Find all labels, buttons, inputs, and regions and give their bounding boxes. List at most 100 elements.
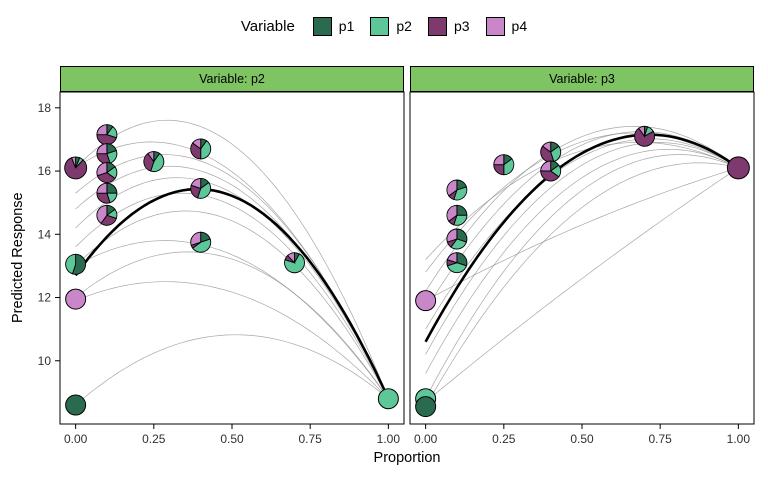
legend-item-label: p4 bbox=[511, 18, 528, 34]
effect-curve bbox=[75, 119, 389, 399]
pie-slice-p4 bbox=[191, 138, 202, 150]
pie-slice-p4 bbox=[71, 156, 77, 169]
effect-curve bbox=[425, 154, 739, 399]
pie-slice-p4 bbox=[493, 154, 505, 166]
pie-slice-p4 bbox=[190, 177, 202, 190]
legend-item-p2: p2 bbox=[370, 16, 412, 36]
y-tick-label: 12 bbox=[38, 291, 52, 305]
pie-slice-p1 bbox=[65, 394, 87, 416]
x-tick-label: 1.00 bbox=[377, 432, 401, 446]
legend-item-label: p1 bbox=[338, 18, 355, 34]
pie-slice-p4 bbox=[638, 125, 645, 138]
pie-point bbox=[96, 143, 118, 165]
pie-point bbox=[143, 151, 165, 173]
effect-curve bbox=[425, 141, 739, 260]
pie-slice-p3 bbox=[726, 156, 750, 180]
x-tick-label: 0.75 bbox=[299, 432, 323, 446]
pie-slice-p4 bbox=[446, 252, 458, 264]
effect-curve bbox=[425, 148, 739, 374]
legend-swatch-p1 bbox=[312, 16, 332, 36]
pie-point bbox=[190, 231, 212, 253]
effect-curve bbox=[75, 281, 389, 399]
legend-title: Variable bbox=[240, 17, 295, 35]
legend-item-p4: p4 bbox=[485, 16, 528, 36]
legend-item-p3: p3 bbox=[427, 16, 470, 36]
effect-curve bbox=[75, 177, 389, 399]
pie-slice-p4 bbox=[446, 179, 458, 197]
legend-swatch-p2 bbox=[370, 16, 390, 36]
pie-slice-p4 bbox=[96, 124, 108, 136]
pie-point bbox=[190, 138, 212, 160]
effect-curve bbox=[75, 210, 389, 399]
pie-slice-p4 bbox=[96, 143, 108, 155]
pie-point bbox=[726, 156, 750, 180]
pie-slice-p2 bbox=[65, 253, 77, 275]
legend-swatch-p3 bbox=[427, 16, 447, 36]
pie-point bbox=[96, 182, 118, 204]
pie-point bbox=[65, 288, 87, 310]
legend-item-p1: p1 bbox=[312, 16, 355, 36]
pie-slice-p2 bbox=[191, 238, 212, 253]
pie-slice-p4 bbox=[540, 160, 552, 172]
pie-slice-p2 bbox=[200, 140, 212, 160]
pie-slice-p4 bbox=[541, 141, 552, 153]
x-tick-label: 0.00 bbox=[64, 432, 88, 446]
x-axis-title: Proportion bbox=[373, 450, 441, 466]
x-tick-label: 0.00 bbox=[414, 432, 438, 446]
pie-slice-p3 bbox=[64, 157, 88, 180]
effect-curve bbox=[75, 251, 389, 399]
pie-point bbox=[415, 396, 437, 418]
pie-point bbox=[540, 141, 562, 163]
pie-slice-p4 bbox=[96, 182, 108, 194]
effect-curve bbox=[425, 138, 739, 330]
pie-slice-p2 bbox=[446, 262, 467, 274]
x-tick-label: 0.75 bbox=[649, 432, 673, 446]
effect-curve bbox=[425, 126, 739, 292]
pie-point bbox=[493, 154, 515, 176]
pie-point bbox=[446, 204, 468, 226]
pie-point bbox=[446, 252, 468, 274]
pie-slice-p3 bbox=[540, 170, 560, 182]
effect-curve bbox=[425, 162, 739, 407]
x-tick-label: 0.50 bbox=[570, 432, 594, 446]
pie-slice-p4 bbox=[65, 288, 87, 310]
pie-slice-p4 bbox=[415, 290, 437, 312]
pie-point bbox=[284, 252, 305, 274]
effect-curve bbox=[425, 142, 739, 355]
pie-point bbox=[540, 160, 562, 182]
pie-point bbox=[415, 290, 437, 312]
effect-curve bbox=[425, 167, 739, 302]
pie-slice-p4 bbox=[190, 231, 202, 246]
pie-slice-p2 bbox=[150, 152, 165, 173]
mean-effect-curve bbox=[424, 133, 740, 343]
legend-items: p1 p2 p3 p4 bbox=[312, 16, 528, 36]
pie-point bbox=[65, 394, 87, 416]
y-tick-label: 16 bbox=[38, 164, 52, 178]
pie-point bbox=[190, 177, 212, 199]
y-tick-label: 18 bbox=[38, 101, 52, 115]
pie-slice-p2 bbox=[377, 388, 399, 410]
legend-item-label: p2 bbox=[396, 18, 412, 34]
legend-swatch-p4 bbox=[485, 16, 505, 36]
effect-curve bbox=[425, 167, 739, 403]
x-tick-label: 0.50 bbox=[220, 432, 244, 446]
y-tick-label: 10 bbox=[38, 354, 52, 368]
x-tick-label: 0.25 bbox=[142, 432, 166, 446]
pie-point bbox=[634, 125, 656, 147]
pie-point bbox=[96, 204, 118, 226]
legend-item-label: p3 bbox=[453, 18, 470, 34]
pie-point bbox=[64, 156, 88, 180]
y-tick-label: 14 bbox=[38, 227, 52, 241]
panel-2 bbox=[409, 91, 755, 425]
pie-slice-p4 bbox=[96, 162, 108, 177]
pie-slice-p3 bbox=[634, 127, 656, 147]
pie-point bbox=[446, 179, 468, 201]
mean-effect-curve bbox=[74, 187, 390, 400]
pie-slice-p4 bbox=[147, 151, 155, 163]
pie-point bbox=[96, 162, 118, 184]
pie-point bbox=[65, 253, 87, 275]
effect-curve bbox=[75, 240, 389, 399]
effect-curve bbox=[75, 192, 389, 399]
pie-slice-p1 bbox=[415, 396, 437, 418]
